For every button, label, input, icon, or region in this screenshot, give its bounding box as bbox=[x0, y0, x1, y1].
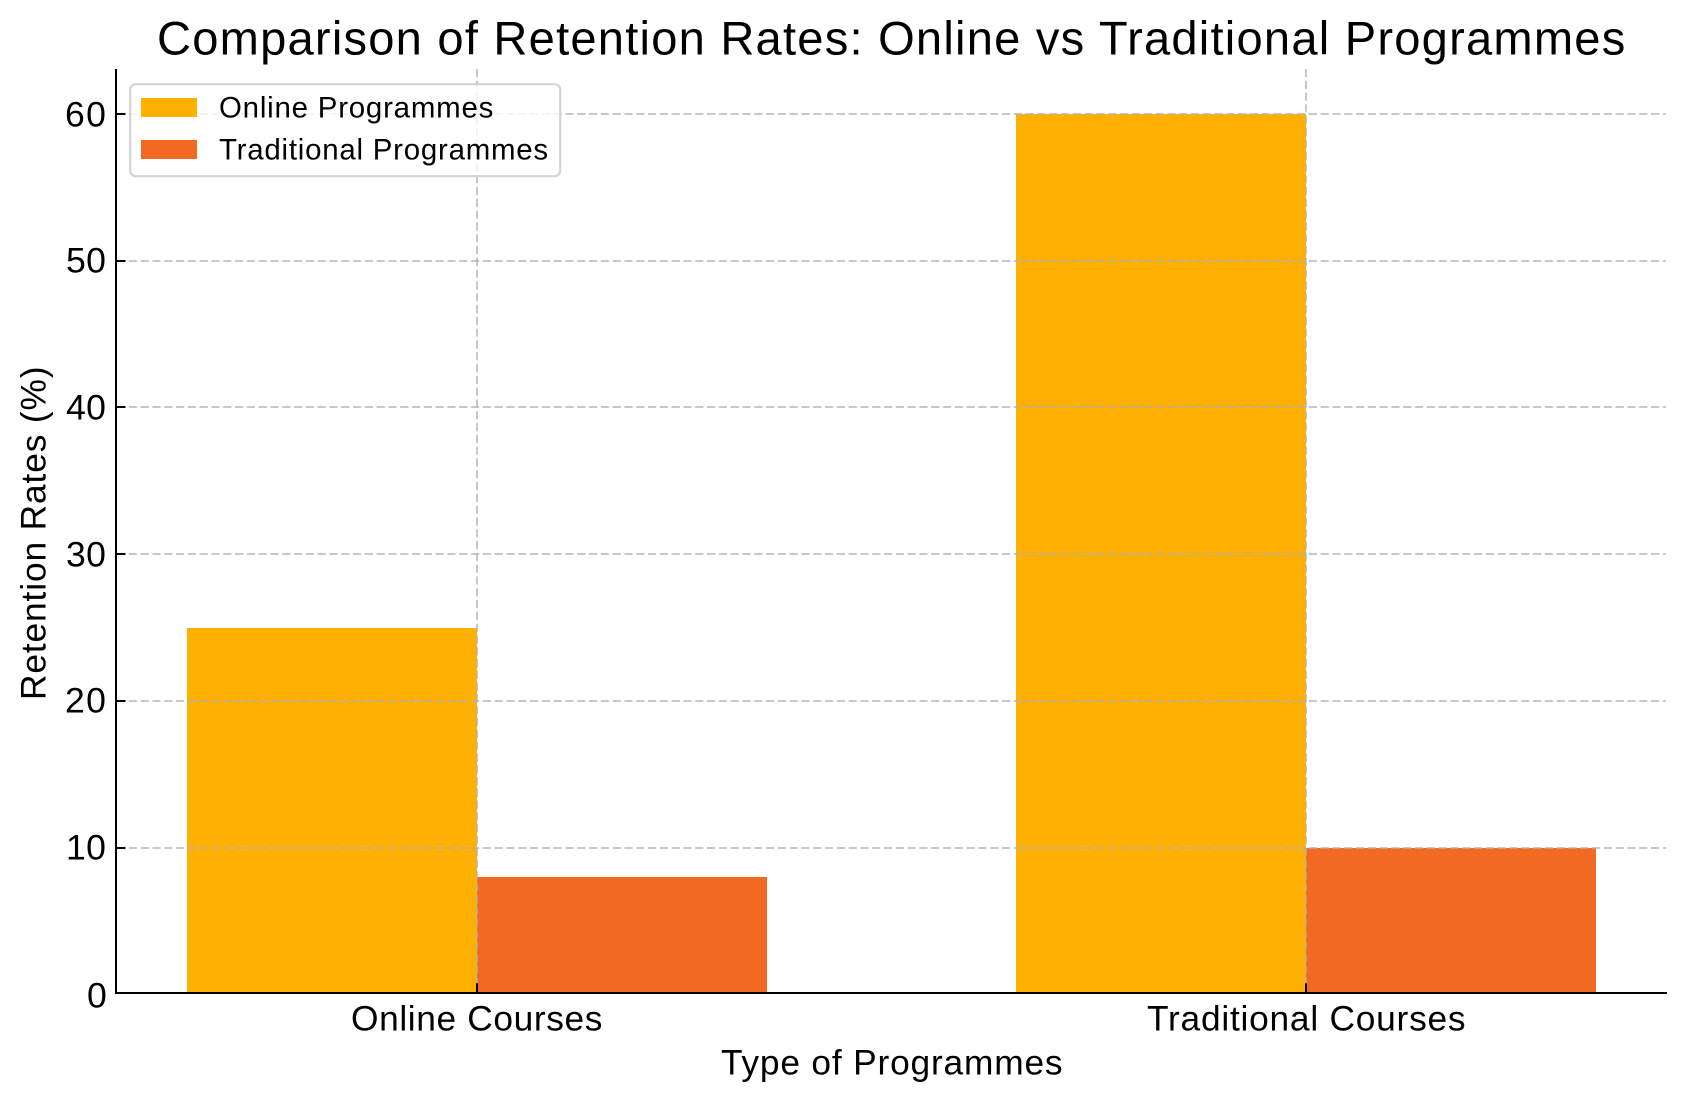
svg-text:10: 10 bbox=[66, 828, 106, 868]
svg-text:30: 30 bbox=[66, 535, 106, 575]
svg-text:Comparison of Retention Rates:: Comparison of Retention Rates: Online vs… bbox=[157, 11, 1626, 64]
svg-text:Type of Programmes: Type of Programmes bbox=[721, 1043, 1063, 1082]
svg-text:Retention Rates (%): Retention Rates (%) bbox=[14, 366, 53, 700]
svg-text:40: 40 bbox=[66, 388, 106, 428]
svg-text:20: 20 bbox=[65, 681, 107, 721]
svg-text:0: 0 bbox=[87, 975, 107, 1015]
svg-text:Traditional Programmes: Traditional Programmes bbox=[219, 134, 549, 167]
svg-text:Online Programmes: Online Programmes bbox=[219, 92, 494, 125]
svg-text:50: 50 bbox=[66, 241, 106, 281]
svg-text:60: 60 bbox=[65, 95, 107, 135]
svg-text:Traditional Courses: Traditional Courses bbox=[1147, 999, 1466, 1038]
svg-text:Online Courses: Online Courses bbox=[351, 999, 603, 1038]
